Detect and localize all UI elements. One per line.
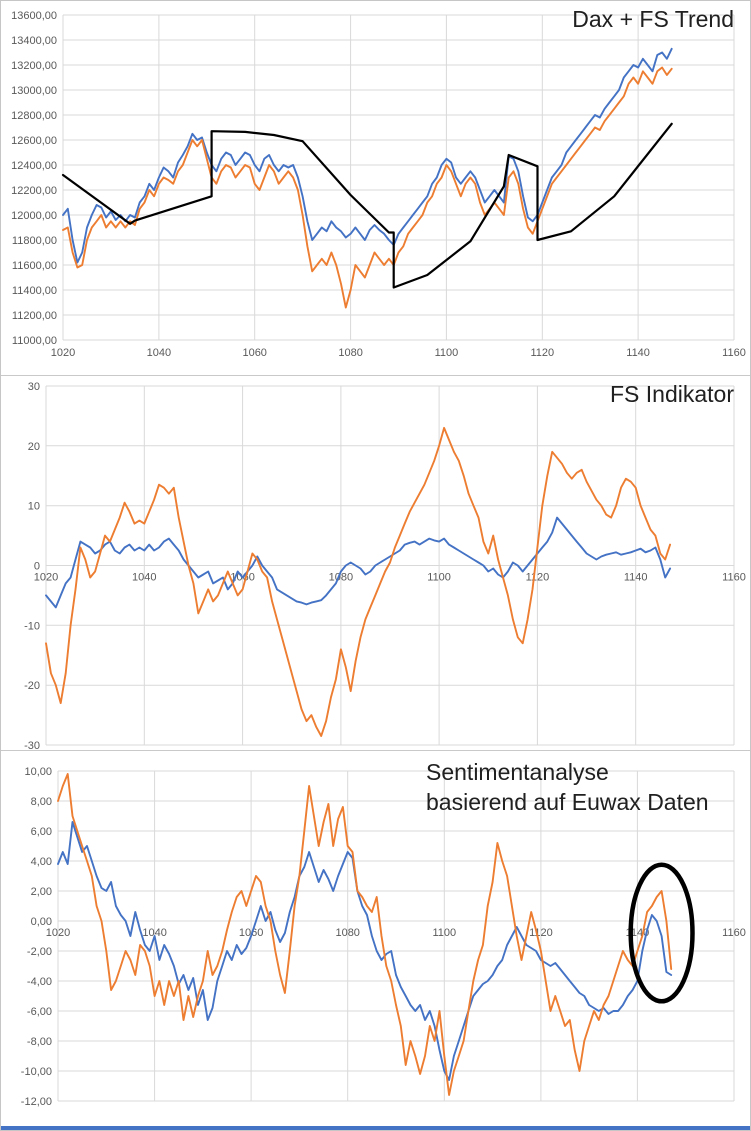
- annotation-ellipse: [628, 862, 695, 1004]
- y-tick-label: 13000,00: [11, 85, 57, 97]
- y-tick-label: -10: [24, 620, 40, 632]
- y-tick-label: 11400,00: [12, 285, 57, 297]
- series-line-black: [61, 122, 673, 289]
- y-tick-label: 11200,00: [12, 310, 57, 322]
- window-edge-bar: [1, 1126, 750, 1130]
- y-tick-label: 12600,00: [11, 135, 57, 147]
- y-tick-label: 12400,00: [11, 160, 57, 172]
- series-line-orange: [57, 773, 673, 1096]
- x-tick-label: 1100: [432, 927, 456, 939]
- y-tick-label: 8,00: [31, 796, 52, 808]
- x-tick-label: 1100: [435, 347, 459, 359]
- y-tick-label: 12200,00: [11, 185, 57, 197]
- y-tick-label: 20: [28, 441, 40, 453]
- x-tick-label: 1120: [526, 572, 550, 584]
- x-tick-label: 1140: [624, 572, 648, 584]
- x-tick-label: 1060: [242, 347, 266, 359]
- y-tick-label: -4,00: [27, 976, 52, 988]
- chart-sentimentanalyse: 10,00 8,00 6,00 4,00 2,00 0,00 -2,00 -4,00 -6,00…: [1, 751, 750, 1128]
- series-line-blue: [62, 47, 673, 264]
- y-tick-label: -10,00: [21, 1066, 52, 1078]
- x-tick-label: 1120: [529, 927, 553, 939]
- y-tick-label: 11000,00: [12, 335, 57, 347]
- x-tick-label: 1160: [722, 572, 746, 584]
- y-tick-label: 4,00: [31, 856, 52, 868]
- x-tick-label: 1040: [132, 572, 156, 584]
- x-tick-label: 1160: [722, 927, 746, 939]
- y-tick-label: 13600,00: [11, 10, 57, 22]
- x-tick-label: 1040: [142, 927, 166, 939]
- chart-fs-indikator: 30 20 10 0 -10 -20 -30 1020 1040 1060 1080 1100 1120…: [1, 376, 750, 751]
- x-tick-label: 1120: [530, 347, 554, 359]
- y-tick-label: 0,00: [31, 916, 52, 928]
- y-tick-label: -30: [24, 740, 40, 751]
- y-tick-label: -8,00: [27, 1036, 52, 1048]
- x-tick-label: 1080: [329, 572, 353, 584]
- y-tick-label: 13400,00: [11, 35, 57, 47]
- y-tick-label: -12,00: [21, 1096, 52, 1108]
- x-tick-label: 1020: [46, 927, 70, 939]
- y-tick-label: 10: [28, 501, 40, 513]
- y-tick-label: 13200,00: [11, 60, 57, 72]
- x-tick-label: 1040: [147, 347, 171, 359]
- series-line-blue: [45, 516, 672, 609]
- series-line-blue: [57, 821, 673, 1081]
- y-tick-label: 11600,00: [12, 260, 57, 272]
- sentimentanalyse-plot: 10,00 8,00 6,00 4,00 2,00 0,00 -2,00 -4,00 -6,00…: [21, 766, 746, 1108]
- y-tick-label: -6,00: [27, 1006, 52, 1018]
- x-tick-label: 1080: [335, 927, 359, 939]
- y-tick-label: 12800,00: [11, 110, 57, 122]
- y-tick-label: 11800,00: [12, 235, 57, 247]
- y-tick-label: 6,00: [31, 826, 52, 838]
- x-tick-label: 1020: [34, 572, 58, 584]
- chart-dax-fs-trend: 13600,00 13400,00 13200,00 13000,00 12800,00…: [1, 1, 750, 376]
- y-tick-label: 0: [34, 561, 40, 573]
- series-line-orange: [45, 426, 672, 737]
- x-tick-label: 1140: [626, 347, 650, 359]
- y-tick-label: -20: [24, 680, 40, 692]
- dax-fs-trend-plot: 13600,00 13400,00 13200,00 13000,00 12800,00…: [11, 10, 746, 359]
- y-tick-label: 2,00: [31, 886, 52, 898]
- y-tick-label: -2,00: [27, 946, 52, 958]
- x-tick-label: 1020: [51, 347, 75, 359]
- x-tick-label: 1080: [338, 347, 362, 359]
- y-tick-label: 10,00: [24, 766, 52, 778]
- x-tick-label: 1100: [427, 572, 451, 584]
- y-tick-label: 30: [28, 381, 40, 393]
- y-tick-label: 12000,00: [11, 210, 57, 222]
- x-tick-label: 1160: [722, 347, 746, 359]
- series-line-orange: [62, 66, 673, 309]
